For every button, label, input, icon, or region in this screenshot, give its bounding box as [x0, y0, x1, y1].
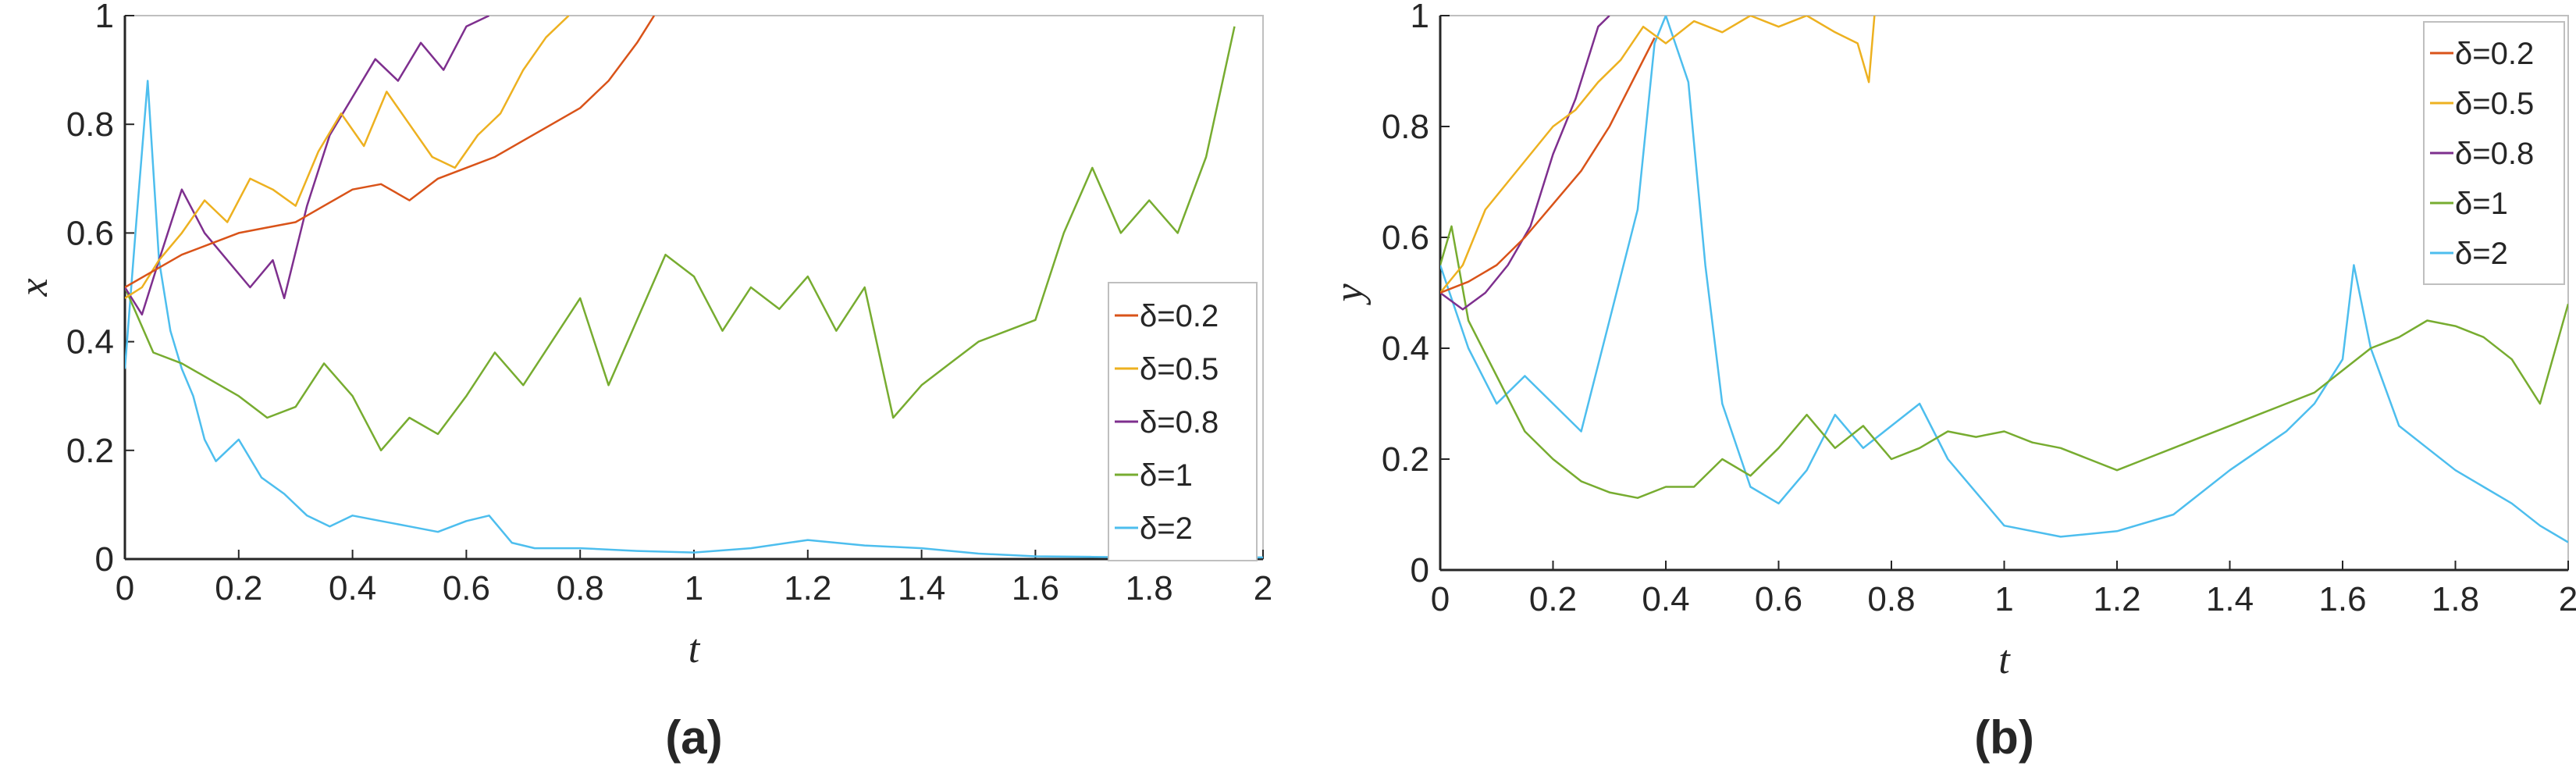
y-tick-label: 0.2: [66, 432, 114, 470]
legend-item: δ=0.5: [2455, 87, 2534, 121]
y-tick-label: 0.4: [1382, 330, 1429, 368]
series-line: [125, 16, 656, 289]
x-tick-label: 0.6: [1755, 580, 1802, 618]
x-tick-label: 2: [1254, 569, 1272, 607]
x-tick-label: 0.4: [329, 569, 376, 607]
legend-item: δ=2: [2455, 237, 2508, 271]
y-axis-label: x: [12, 278, 56, 297]
panel-b: 0 0.2 0.4 0.6 0.8 1 1.2 1.4 1.6 1.8 2 0 0.2 0.4 0.6 0.8…: [1327, 0, 2576, 764]
series-line: [1440, 16, 1610, 311]
series-line: [125, 16, 570, 299]
x-tick-label: 2: [2559, 580, 2576, 618]
series-line: [1440, 225, 2568, 499]
panel-label: (a): [665, 711, 722, 764]
x-tick-label: 1.2: [2093, 580, 2140, 618]
series-lines: [1440, 16, 2568, 543]
y-tick-label: 0.6: [1382, 219, 1429, 257]
legend-item: δ=0.5: [1140, 352, 1219, 386]
legend-item: δ=0.2: [2455, 37, 2534, 71]
x-tick-label: 1.6: [1012, 569, 1059, 607]
legend-item: δ=0.8: [2455, 137, 2534, 171]
series-line: [1440, 37, 1656, 294]
legend-item: δ=2: [1140, 511, 1193, 546]
plot-frame: [124, 15, 1264, 560]
legend-item: δ=1: [2455, 187, 2508, 221]
x-tick-label: 1.8: [2432, 580, 2479, 618]
x-tick-label: 0.2: [215, 569, 262, 607]
x-tick-label: 0.2: [1529, 580, 1577, 618]
y-tick-label: 0.8: [66, 105, 114, 144]
y-tick-label: 1: [1411, 0, 1429, 35]
x-tick-label: 1: [1994, 580, 2013, 618]
x-tick-label: 0: [116, 569, 134, 607]
y-tick-label: 1: [95, 0, 114, 35]
x-tick-label: 1.4: [2206, 580, 2254, 618]
x-tick-label: 1: [685, 569, 703, 607]
x-axis-label: t: [1998, 638, 2011, 682]
x-tick-label: 1.8: [1126, 569, 1173, 607]
y-tick-label: 0.4: [66, 323, 114, 362]
series-line: [1440, 16, 2568, 543]
x-tick-label: 0.8: [557, 569, 604, 607]
x-tick-label: 0.8: [1867, 580, 1915, 618]
legend: δ=0.2 δ=0.5 δ=0.8 δ=1 δ=2: [2423, 21, 2565, 285]
legend-item: δ=1: [1140, 458, 1193, 493]
series-line: [125, 26, 1236, 452]
x-tick-label: 0.4: [1642, 580, 1689, 618]
series-lines: [125, 16, 1263, 559]
series-line: [125, 80, 1263, 559]
y-axis-label: y: [1327, 283, 1372, 306]
plot-frame: [1439, 15, 2569, 571]
legend-item: δ=0.8: [1140, 405, 1219, 440]
y-tick-label: 0.2: [1382, 440, 1429, 479]
series-line: [125, 16, 490, 316]
x-tick-label: 1.4: [898, 569, 945, 607]
panel-label: (b): [1974, 711, 2034, 764]
y-tick-label: 0.8: [1382, 108, 1429, 146]
x-tick-label: 1.2: [784, 569, 831, 607]
x-axis-label: t: [688, 627, 701, 671]
y-tick-label: 0: [95, 540, 114, 579]
x-tick-label: 1.6: [2318, 580, 2366, 618]
legend-item: δ=0.2: [1140, 299, 1219, 333]
series-line: [1440, 16, 1876, 294]
y-tick-label: 0: [1411, 551, 1429, 590]
x-tick-label: 0.6: [443, 569, 490, 607]
y-tick-label: 0.6: [66, 214, 114, 252]
panel-a: 0 0.2 0.4 0.6 0.8 1 1.2 1.4 1.6 1.8 2 0 0.2 0.4 0.6 0.8…: [12, 0, 1272, 764]
x-tick-label: 0: [1431, 580, 1450, 618]
legend: δ=0.2 δ=0.5 δ=0.8 δ=1 δ=2: [1108, 282, 1258, 561]
